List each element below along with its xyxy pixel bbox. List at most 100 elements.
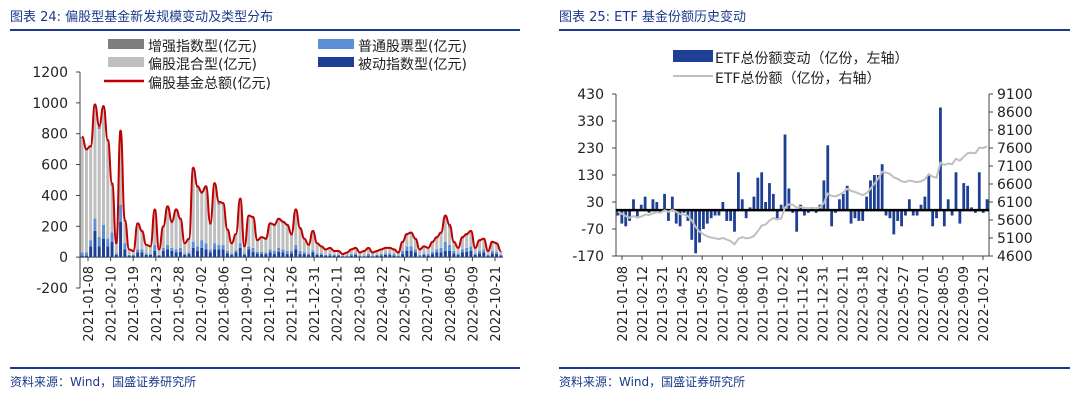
left-bar-passive xyxy=(478,253,481,258)
left-bar-mixed xyxy=(200,193,204,241)
left-bar-mixed xyxy=(272,226,276,251)
left-bar-enhanced xyxy=(448,224,452,228)
left-bar-stock xyxy=(319,253,323,255)
left-bar-passive xyxy=(418,256,422,258)
left-bar-mixed xyxy=(80,138,84,253)
left-bar-stock xyxy=(178,247,182,252)
left-x-tick-label: 2021-12-31 xyxy=(308,266,323,342)
left-bar-mixed xyxy=(409,234,413,247)
left-bar-mixed xyxy=(307,245,311,254)
left-bar-stock xyxy=(136,249,140,253)
left-bar-stock xyxy=(396,255,400,257)
left-bar-passive xyxy=(473,254,477,258)
left-bar-stock xyxy=(247,246,251,250)
left-total-line xyxy=(81,103,502,256)
right-bar-change xyxy=(857,210,861,221)
left-legend-swatch xyxy=(108,39,144,49)
left-bar-stock xyxy=(341,255,345,257)
left-bar-passive xyxy=(260,254,264,258)
right-legend-swatch xyxy=(673,50,713,62)
right-source-note: 资料来源：Wind，国盛证券研究所 xyxy=(559,375,746,389)
left-bar-passive xyxy=(272,254,276,258)
right-bar-change xyxy=(884,210,888,216)
left-legend-label: 偏股基金总额(亿元) xyxy=(148,75,271,92)
right-bar-change xyxy=(775,210,779,219)
left-bar-mixed xyxy=(315,244,319,254)
left-bar-mixed xyxy=(247,217,251,247)
left-bar-mixed xyxy=(435,238,439,250)
left-bar-stock xyxy=(183,253,187,255)
left-bar-mixed xyxy=(144,245,148,254)
left-bar-enhanced xyxy=(191,167,195,171)
left-bar-stock xyxy=(127,254,131,256)
left-bar-mixed xyxy=(238,200,242,244)
left-bar-stock xyxy=(392,254,396,256)
right-left-tick-label: 330 xyxy=(577,114,604,130)
right-source-rule xyxy=(559,367,1070,369)
right-bar-change xyxy=(849,210,853,224)
left-bar-stock xyxy=(473,253,477,255)
left-bar-passive xyxy=(110,241,114,258)
left-bar-passive xyxy=(375,255,379,258)
left-bar-mixed xyxy=(251,218,255,248)
right-bar-change xyxy=(981,210,985,213)
right-x-tick-label: 2021-03-21 xyxy=(656,266,671,342)
left-bar-stock xyxy=(225,250,229,254)
right-bar-change xyxy=(923,196,927,211)
left-bar-passive xyxy=(157,255,161,258)
left-bar-passive xyxy=(136,252,140,258)
right-left-tick-label: 230 xyxy=(577,141,604,157)
right-legend-label: ETF总份额（亿份，右轴） xyxy=(715,71,880,87)
right-right-tick-label: 5600 xyxy=(997,213,1033,229)
left-bar-stock xyxy=(102,224,105,239)
right-bar-change xyxy=(834,210,837,213)
left-bar-passive xyxy=(208,252,212,258)
left-bar-mixed xyxy=(204,189,208,244)
left-bar-mixed xyxy=(114,244,118,254)
left-bar-stock xyxy=(298,250,302,255)
left-bar-stock xyxy=(119,204,123,222)
left-bar-passive xyxy=(482,252,486,258)
right-right-tick-label: 7600 xyxy=(997,141,1033,157)
right-bar-change xyxy=(639,204,643,211)
left-x-tick-label: 2022-10-21 xyxy=(489,266,504,342)
left-bar-mixed xyxy=(388,248,392,254)
left-bar-stock xyxy=(89,240,93,247)
right-bar-change xyxy=(853,210,857,219)
left-bar-stock xyxy=(272,250,276,255)
left-bar-passive xyxy=(217,249,221,258)
left-bar-mixed xyxy=(119,133,123,205)
left-bar-passive xyxy=(315,254,319,258)
left-bar-stock xyxy=(221,244,225,250)
left-bar-stock xyxy=(97,237,101,247)
left-bar-passive xyxy=(435,252,439,258)
left-bar-mixed xyxy=(213,184,217,244)
right-bar-change xyxy=(970,207,973,211)
left-x-tick-label: 2022-04-22 xyxy=(376,266,391,342)
right-x-tick-label: 2022-08-05 xyxy=(937,266,952,342)
left-bar-stock xyxy=(268,249,272,253)
right-bar-change xyxy=(705,210,709,224)
left-bar-stock xyxy=(93,218,97,231)
left-bar-passive xyxy=(490,253,494,258)
right-bar-change xyxy=(830,210,834,227)
left-bar-mixed xyxy=(495,244,499,252)
left-x-tick-label: 2022-05-27 xyxy=(399,266,414,342)
left-bar-mixed xyxy=(358,253,362,256)
left-bar-passive xyxy=(379,255,383,258)
left-bar-mixed xyxy=(396,253,400,256)
left-bar-passive xyxy=(401,254,405,258)
left-bar-mixed xyxy=(166,209,170,245)
left-bar-mixed xyxy=(149,247,152,255)
right-right-tick-label: 8100 xyxy=(997,123,1033,139)
left-bar-passive xyxy=(332,255,336,258)
left-bar-mixed xyxy=(405,235,409,247)
left-bar-passive xyxy=(213,249,217,258)
right-bar-change xyxy=(806,210,810,213)
left-bar-mixed xyxy=(84,150,88,253)
left-x-tick-label: 2021-05-28 xyxy=(172,266,187,342)
right-bar-change xyxy=(826,145,830,211)
left-bar-passive xyxy=(396,256,400,258)
right-bar-change xyxy=(725,210,729,221)
left-bar-mixed xyxy=(110,186,114,233)
